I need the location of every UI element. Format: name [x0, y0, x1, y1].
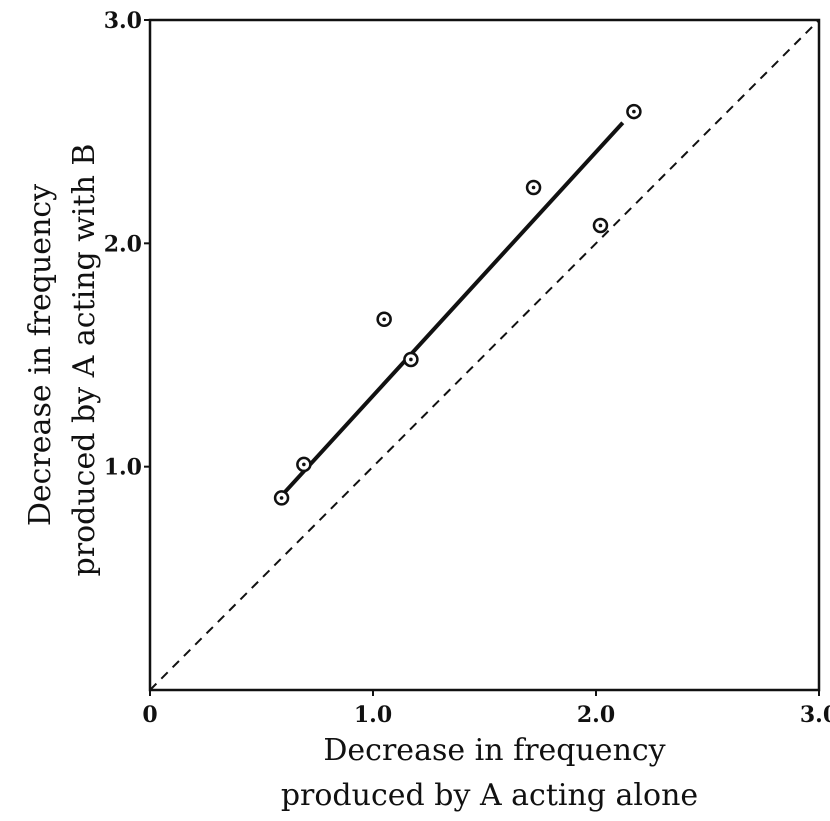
tick-labels: 0 1.0 2.0 3.0 1.0 2.0 3.0: [104, 8, 830, 728]
point-center-dot: [382, 317, 386, 322]
x-axis-title-line-1: Decrease in frequency: [323, 733, 665, 768]
axes: [144, 18, 821, 696]
x-tick-label: 0: [142, 702, 157, 728]
reference-lines: [149, 19, 820, 691]
point-center-dot: [632, 109, 636, 114]
point-center-dot: [531, 185, 536, 190]
x-tick-label: 3.0: [800, 702, 830, 728]
identity-dashed-line: [149, 19, 820, 691]
point-center-dot: [598, 223, 603, 228]
data-point: [273, 490, 290, 506]
data-point: [403, 351, 419, 368]
data-points: [273, 103, 642, 506]
y-tick-label: 3.0: [104, 8, 142, 34]
data-point: [525, 179, 542, 196]
y-tick-label: 2.0: [104, 231, 142, 257]
x-axis-title-line-2: produced by A acting alone: [281, 778, 698, 813]
y-tick-label: 1.0: [104, 455, 142, 481]
plot-frame: [148, 18, 821, 692]
data-point: [592, 217, 609, 234]
regression-solid-line: [280, 121, 625, 498]
data-point: [296, 456, 312, 473]
x-tick-label: 2.0: [577, 702, 615, 728]
point-center-dot: [279, 496, 284, 500]
y-axis-title-line-2: produced by A acting with B: [67, 144, 102, 577]
x-tick-label: 1.0: [354, 702, 392, 728]
point-center-dot: [302, 462, 306, 467]
y-axis-title-line-1: Decrease in frequency: [23, 184, 58, 526]
point-center-dot: [409, 357, 413, 362]
data-point: [376, 311, 392, 328]
data-point: [626, 103, 642, 120]
